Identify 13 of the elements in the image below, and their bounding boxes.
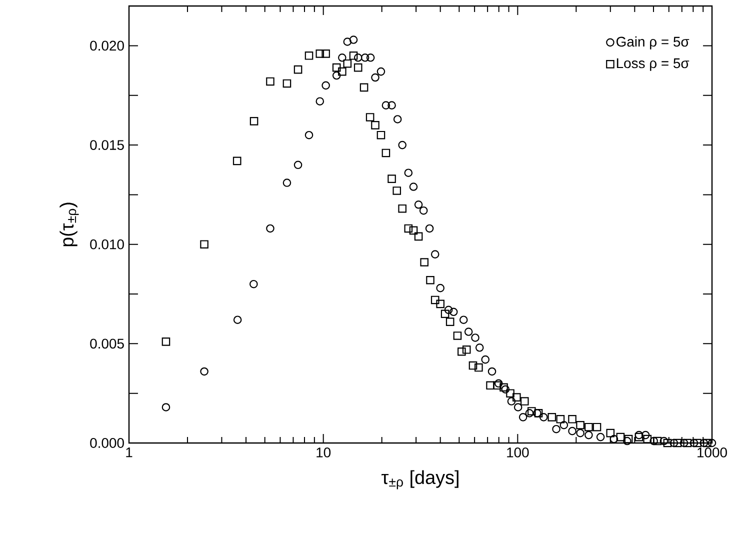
x-tick-label: 1 <box>126 448 132 458</box>
x-tick-label: 1000 <box>698 448 727 458</box>
y-tick-label: 0.015 <box>90 140 124 150</box>
y-tick-label: 0.020 <box>90 40 124 51</box>
y-axis-title: p(τ$_{±ρ}$) <box>60 202 79 246</box>
x-tick-label: 100 <box>507 448 529 458</box>
x-axis-title: τ$_{±ρ}$ [days] <box>381 470 458 490</box>
y-tick-label: 0.005 <box>90 338 124 349</box>
y-tick-label: 0.000 <box>90 438 124 448</box>
legend-label: Gain ρ = 5σ <box>616 36 690 50</box>
legend-label: Loss ρ = 5σ <box>616 58 690 71</box>
x-tick-label: 10 <box>316 448 331 458</box>
y-tick-label: 0.010 <box>90 239 124 250</box>
